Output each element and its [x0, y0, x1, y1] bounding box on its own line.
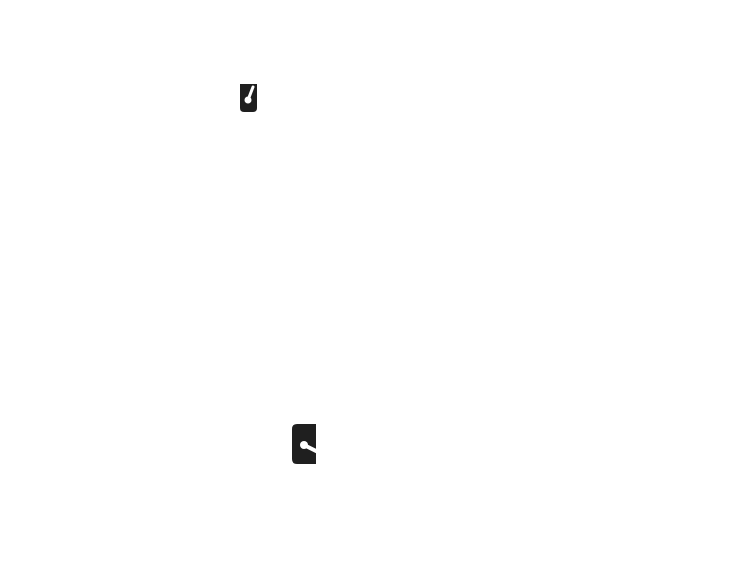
needle-hub [244, 96, 252, 104]
gauge-needle-icon[interactable] [240, 84, 257, 112]
needle-hub [300, 441, 308, 449]
gauge-needle-icon[interactable] [292, 424, 318, 464]
